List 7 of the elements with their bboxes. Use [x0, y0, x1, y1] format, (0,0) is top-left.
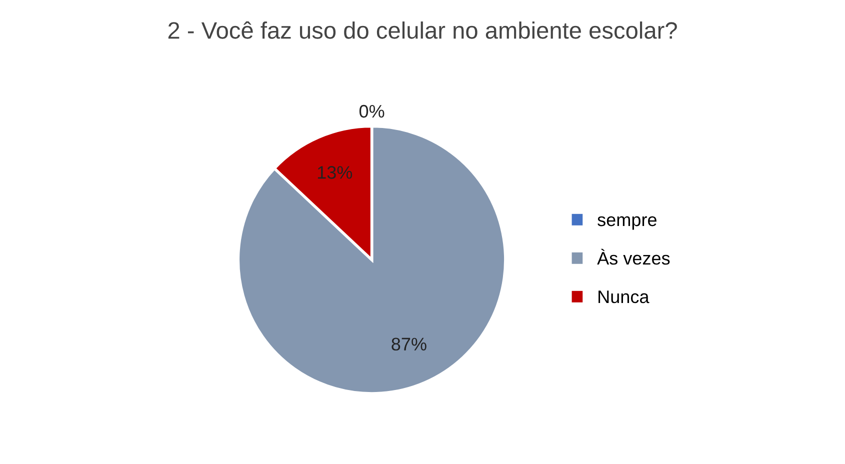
text: 0% — [359, 104, 384, 118]
legend-label: Nunca — [598, 290, 650, 304]
legend-label: Às vezes — [597, 248, 670, 265]
data-label: 13% — [318, 166, 352, 179]
legend-label: sempre — [598, 216, 656, 230]
chart-title: 2 - Você faz uso do celular no ambiente escolar? — [168, 21, 677, 39]
data-label: 87% — [392, 338, 426, 351]
